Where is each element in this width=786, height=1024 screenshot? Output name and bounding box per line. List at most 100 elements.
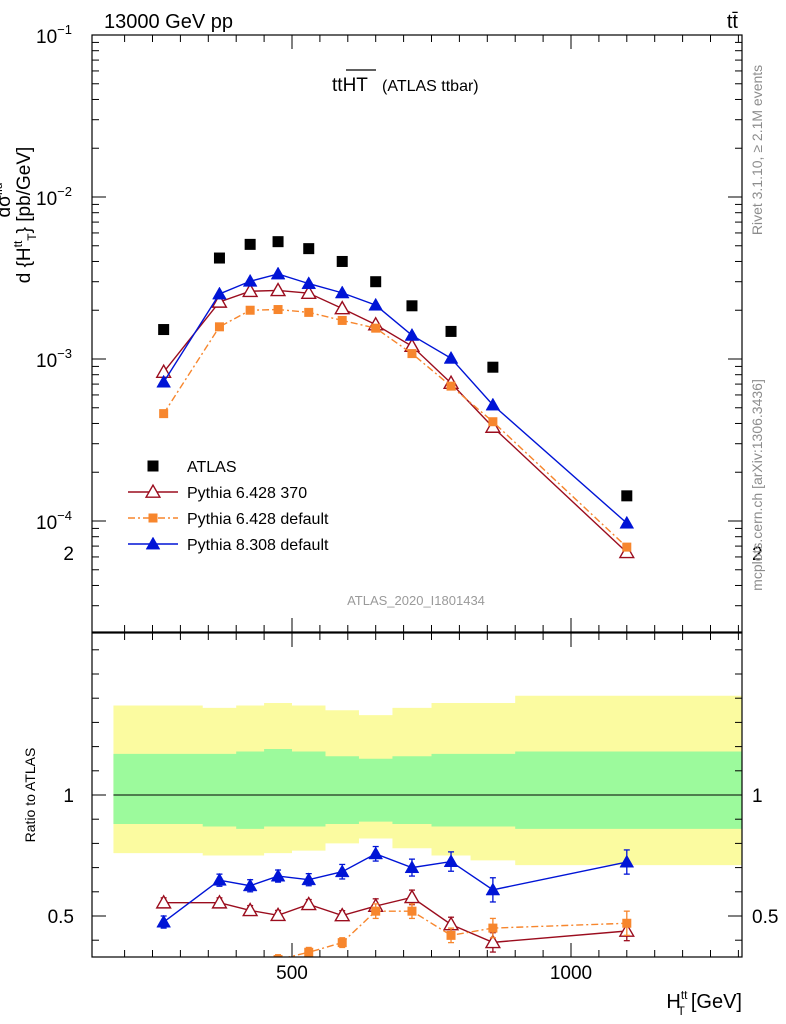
main-plot-data [155, 236, 635, 559]
data-point-atlas [445, 325, 457, 337]
header-process-label: tt̄ [727, 11, 739, 33]
ratio-point-py6_def [215, 957, 224, 966]
ratio-point-py8 [212, 872, 227, 886]
data-point-atlas [272, 236, 284, 248]
ratio-plot-data [155, 845, 635, 969]
ratio-series-py8 [156, 845, 635, 929]
plot-title: ttHT [332, 75, 368, 96]
ratio-point-py6_def [337, 938, 347, 948]
data-point-atlas [406, 300, 418, 312]
data-point-atlas [370, 276, 382, 288]
data-point-py8 [334, 285, 350, 299]
data-point-py6_370 [334, 300, 351, 315]
ratio-point-py6_370 [334, 907, 351, 922]
ratio-y-tick-label-right: 2 [752, 544, 763, 565]
main-plot-frame [91, 34, 743, 633]
data-point-py8 [404, 327, 420, 341]
ratio-point-py8 [368, 846, 384, 860]
main-plot-panel: 10−110−210−310−4 ttHT (ATLAS ttbar) ATLA… [36, 22, 743, 633]
ratio-plot-ticks [92, 633, 742, 957]
ratio-point-py6_370 [242, 902, 259, 917]
ratio-y-label: Ratio to ATLAS [22, 748, 38, 843]
svg-text:dσfid: dσfid [0, 183, 15, 218]
data-point-atlas [621, 490, 633, 502]
legend: ATLAS Pythia 6.428 370 Pythia 6.428 defaul… [128, 459, 329, 554]
ratio-point-py8 [443, 854, 459, 867]
ratio-point-py6_def [159, 960, 168, 969]
data-point-atlas [158, 324, 170, 336]
svg-text:d {HttT} [pb/GeV]: d {HttT} [pb/GeV] [11, 147, 39, 284]
y-label-bracket-sub: T [25, 233, 39, 241]
ratio-point-py6_370 [484, 934, 501, 949]
y-label-bracket-sup: tt [11, 240, 25, 247]
ratio-plot-panel: 0.5 0.5 1 1 2 2 500 1000 [48, 544, 779, 984]
data-point-py8 [368, 297, 384, 311]
data-point-atlas [244, 238, 256, 250]
data-point-py8 [212, 286, 227, 300]
ratio-point-py8 [404, 860, 420, 874]
ratio-y-tick-label: 1 [63, 786, 74, 807]
legend-marker-py8 [145, 536, 161, 550]
y-tick-base: 10 [36, 351, 57, 372]
data-point-py6_def [407, 349, 417, 359]
header-energy-label: 13000 GeV pp [104, 11, 233, 33]
plot-title-suffix: (ATLAS ttbar) [382, 78, 479, 95]
x-tick-label: 500 [276, 963, 308, 984]
data-point-atlas [336, 255, 348, 267]
data-point-py8 [443, 350, 459, 364]
ratio-point-py6_def [622, 918, 632, 928]
y-tick-label: 10−3 [36, 346, 72, 372]
y-tick-exponent: −4 [57, 508, 72, 523]
y-tick-exponent: −3 [57, 346, 72, 361]
plot-title-over: HT [343, 75, 369, 96]
data-point-py8 [242, 273, 258, 287]
y-tick-exponent: −2 [57, 184, 72, 199]
y-label-unit: } [pb/GeV] [14, 147, 35, 234]
ratio-y-tick-label-right: 1 [752, 786, 763, 807]
ratio-point-py6_def [273, 955, 283, 957]
ratio-point-py6_def [407, 906, 417, 916]
ratio-plot-tick-labels: 0.5 0.5 1 1 2 2 500 1000 [48, 544, 779, 984]
ratio-series-py6_370 [155, 889, 635, 953]
data-point-atlas [213, 252, 225, 264]
y-tick-base: 10 [36, 189, 57, 210]
mcplots-label: mcplots.cern.ch [arXiv:1306.3436] [749, 379, 765, 591]
ratio-point-py6_def [488, 923, 498, 933]
legend-label-py6_370: Pythia 6.428 370 [187, 485, 307, 502]
legend-marker-py6_def [148, 513, 158, 523]
data-point-py6_def [245, 305, 255, 315]
data-point-py6_370 [269, 282, 287, 297]
data-point-py8 [619, 515, 635, 529]
x-tick-label: 1000 [550, 963, 592, 984]
y-label-num-sup: fid [0, 183, 5, 196]
y-tick-label: 10−1 [36, 22, 72, 48]
ratio-point-py8 [242, 878, 258, 892]
ratio-y-tick-label-right: 0.5 [752, 907, 778, 928]
data-point-py6_def [273, 305, 283, 315]
ratio-point-py6_370 [269, 906, 287, 922]
ratio-point-py6_370 [300, 896, 317, 911]
legend-label-py6_def: Pythia 6.428 default [187, 511, 329, 528]
main-plot-y-label-numerator: dσfid [0, 183, 15, 218]
data-point-py6_def [214, 322, 224, 332]
data-point-atlas [303, 243, 315, 255]
ratio-point-py6_370 [211, 894, 228, 909]
data-point-py8 [270, 266, 286, 280]
ratio-point-py8 [619, 854, 635, 868]
ratio-point-py6_def [304, 947, 314, 957]
legend-marker-py6_370 [144, 483, 162, 498]
ratio-point-py8 [334, 864, 350, 878]
main-plot-ticks [92, 34, 742, 632]
data-point-atlas [487, 361, 499, 373]
ratio-point-py6_def [446, 930, 456, 940]
data-point-py6_def [337, 315, 347, 325]
x-label-sup: tt [681, 988, 688, 1002]
main-plot-y-tick-labels: 10−110−210−310−4 [36, 22, 72, 534]
y-tick-exponent: −1 [57, 22, 72, 37]
x-label-sub: T [678, 1004, 686, 1018]
y-label-bracket: d {H [14, 247, 35, 283]
data-point-py6_370 [242, 282, 259, 298]
data-point-py8 [301, 276, 317, 290]
data-point-py6_def [159, 409, 169, 419]
